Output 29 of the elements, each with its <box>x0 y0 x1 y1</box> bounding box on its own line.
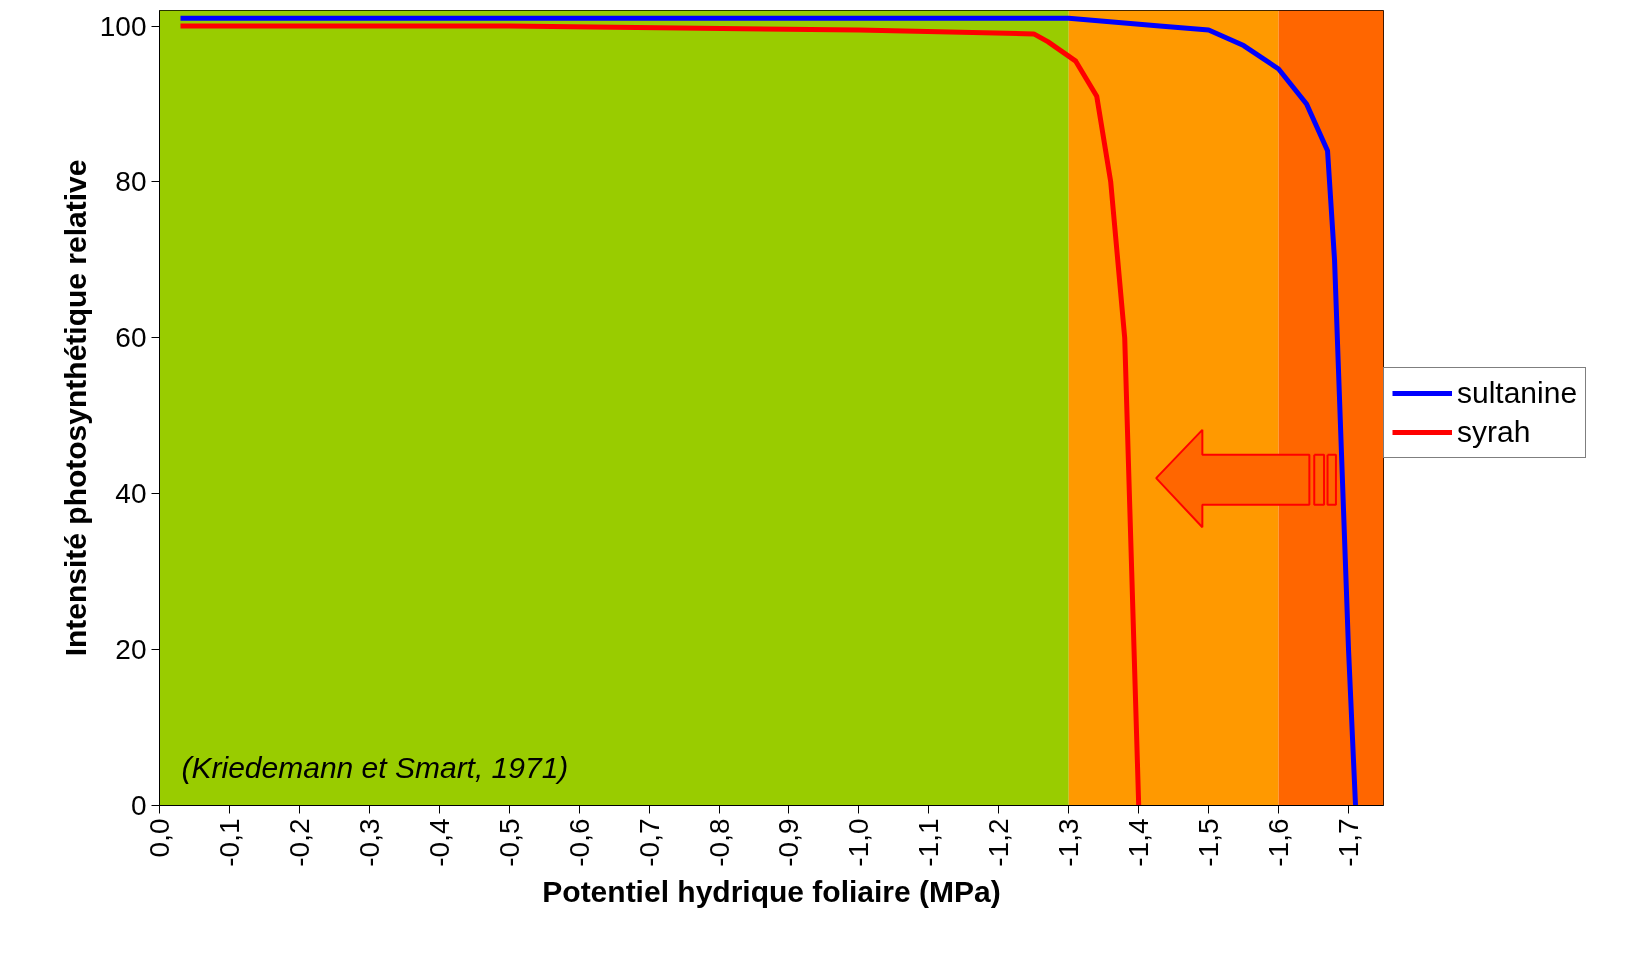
legend-label: sultanine <box>1457 376 1578 410</box>
y-tick-label: 60 <box>115 322 147 354</box>
x-tick-label: -0,5 <box>493 818 525 867</box>
x-tick-label: -1,2 <box>983 818 1015 867</box>
y-tick-label: 20 <box>115 634 147 666</box>
x-tick-label: -1,7 <box>1333 818 1365 867</box>
x-tick-label: -0,1 <box>213 818 245 867</box>
x-tick-label: 0,0 <box>144 818 175 858</box>
x-tick-label: -1,5 <box>1193 818 1225 867</box>
legend-label: syrah <box>1457 415 1531 449</box>
y-tick-label: 100 <box>99 10 147 42</box>
y-axis-title: Intensité photosynthétique relative <box>58 159 92 657</box>
x-tick-label: -0,6 <box>563 818 595 867</box>
x-tick-label: -0,2 <box>283 818 315 867</box>
x-tick-label: -1,4 <box>1123 818 1155 867</box>
y-tick-label: 40 <box>115 478 147 510</box>
y-tick-label: 80 <box>115 166 147 198</box>
x-axis-title: Potentiel hydrique foliaire (MPa) <box>542 874 1001 908</box>
x-tick-label: -1,0 <box>843 818 875 867</box>
y-tick-label: 0 <box>130 790 147 821</box>
x-tick-label: -0,9 <box>773 818 805 867</box>
x-tick-label: -1,6 <box>1263 818 1295 867</box>
x-tick-label: -1,3 <box>1053 818 1085 867</box>
x-tick-label: -0,8 <box>703 818 735 867</box>
x-tick-label: -1,1 <box>913 818 945 867</box>
x-tick-label: -0,4 <box>423 818 455 867</box>
x-tick-label: -0,3 <box>353 818 385 867</box>
x-tick-label: -0,7 <box>633 818 665 867</box>
annotation: (Kriedemann et Smart, 1971) <box>181 750 569 784</box>
